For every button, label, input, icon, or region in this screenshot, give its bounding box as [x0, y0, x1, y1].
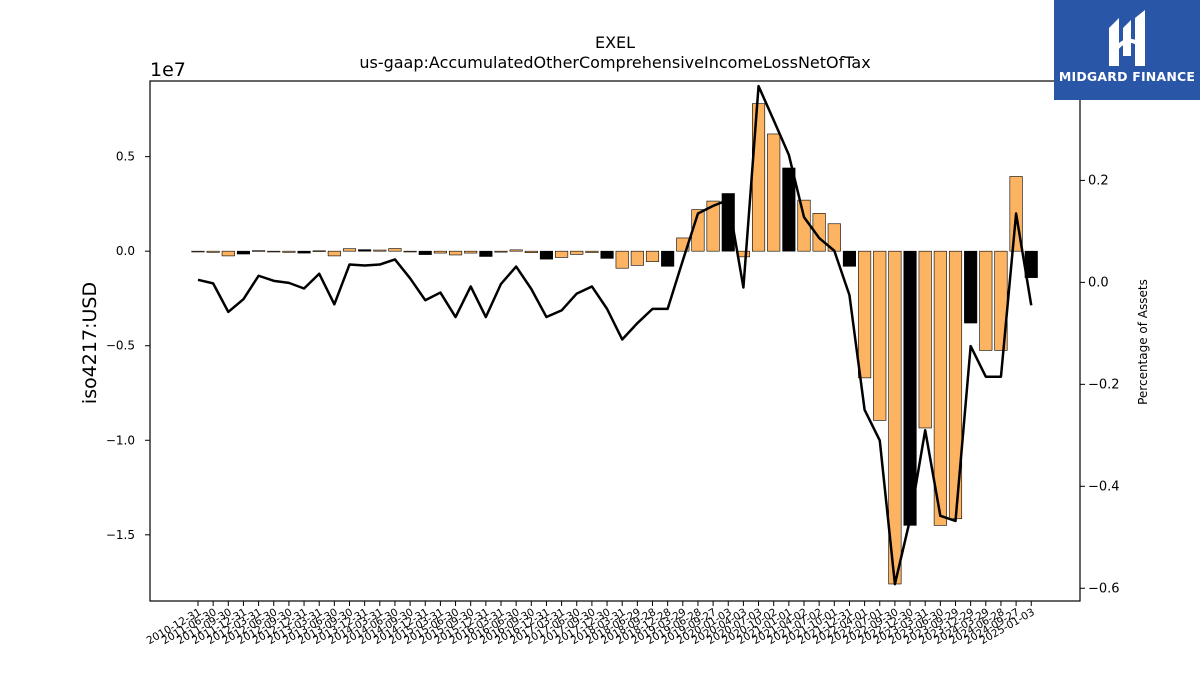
bar: [979, 250, 993, 351]
bar: [555, 250, 569, 258]
bar: [570, 250, 584, 255]
bar: [524, 250, 538, 253]
series-line-percentage-of-assets: [197, 84, 1033, 586]
chart-subtitle: us-gaap:AccumulatedOtherComprehensiveInc…: [359, 53, 870, 72]
chart-title: EXEL: [595, 33, 635, 52]
y-tick-label: 0.5: [116, 150, 135, 164]
bar: [433, 250, 447, 254]
bar: [645, 250, 660, 262]
logo-text: MIDGARD FINANCE: [1058, 69, 1196, 84]
bar: [327, 250, 341, 257]
bar: [221, 250, 235, 257]
bar: [751, 103, 766, 252]
plot-frame: [149, 80, 1081, 602]
y2-tick-label: −0.6: [1088, 581, 1120, 596]
y2-tick-label: 0.2: [1088, 173, 1109, 188]
bar: [767, 133, 781, 252]
bar: [297, 250, 311, 254]
bar: [206, 250, 220, 253]
bar: [494, 250, 508, 253]
bar: [842, 250, 857, 267]
bar: [358, 249, 372, 252]
bar: [191, 250, 205, 253]
bar: [267, 250, 281, 253]
bar: [782, 167, 796, 252]
y2-tick-label: −0.4: [1088, 479, 1120, 494]
bar: [858, 250, 872, 379]
y2-axis-label: Percentage of Assets: [1136, 279, 1150, 405]
y-tick-label: −0.5: [106, 339, 135, 353]
bar: [661, 250, 675, 267]
bar: [600, 250, 614, 259]
y-axis-label: iso4217:USD: [79, 282, 101, 404]
logo-mark-icon: [1109, 10, 1145, 66]
bar: [630, 250, 644, 266]
bar: [373, 249, 387, 252]
y-tick-label: −1.0: [106, 433, 135, 447]
bar: [236, 250, 250, 255]
y-tick-label: −1.5: [106, 528, 135, 542]
bar: [479, 250, 493, 257]
midgard-finance-logo: MIDGARD FINANCE: [1054, 0, 1200, 100]
bar: [252, 250, 266, 252]
y2-tick-label: 0.0: [1088, 275, 1109, 290]
y-tick-label: 0.0: [116, 244, 135, 258]
bar: [873, 250, 887, 421]
bar: [539, 250, 554, 260]
bar: [585, 250, 599, 253]
y2-tick-label: −0.2: [1088, 377, 1120, 392]
bar: [933, 250, 947, 526]
bar: [721, 193, 735, 252]
bar: [918, 250, 932, 429]
bar: [282, 250, 296, 253]
bar: [797, 199, 811, 252]
bar: [615, 250, 629, 269]
bar: [342, 248, 357, 252]
bar: [706, 200, 720, 252]
y-offset-label: 1e7: [150, 59, 186, 81]
bar: [448, 250, 463, 256]
bar: [418, 250, 432, 255]
bar: [403, 250, 417, 253]
bar: [903, 250, 917, 526]
bar: [964, 250, 978, 324]
bar: [509, 249, 523, 252]
bar: [388, 248, 402, 252]
bar: [464, 250, 478, 254]
bar: [312, 250, 326, 252]
